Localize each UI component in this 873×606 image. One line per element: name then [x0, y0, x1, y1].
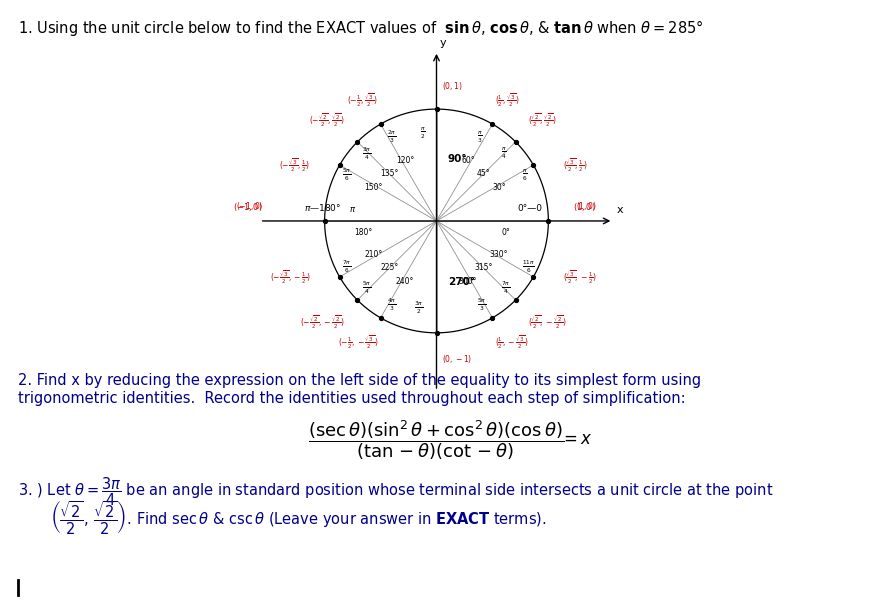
- Text: $(\frac{\sqrt{3}}{2},\frac{1}{2})$: $(\frac{\sqrt{3}}{2},\frac{1}{2})$: [563, 156, 588, 174]
- Text: $\dfrac{(\sec\theta)(\sin^2\theta + \cos^2\theta)(\cos\theta)}{(\tan-\theta)(\co: $\dfrac{(\sec\theta)(\sin^2\theta + \cos…: [308, 418, 564, 462]
- Text: $\frac{5\pi}{3}$: $\frac{5\pi}{3}$: [477, 297, 486, 313]
- Text: $(-1,0)$: $(-1,0)$: [233, 201, 263, 213]
- Text: $(\frac{1}{2},\frac{\sqrt{3}}{2})$: $(\frac{1}{2},\frac{\sqrt{3}}{2})$: [495, 91, 519, 109]
- Text: $\frac{7\pi}{6}$: $\frac{7\pi}{6}$: [342, 259, 352, 275]
- Text: $\pi$—180°: $\pi$—180°: [304, 202, 341, 213]
- Text: $(-1,0)$: $(-1,0)$: [236, 201, 263, 213]
- Text: 180°: 180°: [354, 228, 373, 237]
- Text: $(\frac{\sqrt{2}}{2},\frac{\sqrt{2}}{2})$: $(\frac{\sqrt{2}}{2},\frac{\sqrt{2}}{2})…: [528, 112, 558, 129]
- Text: 330°: 330°: [490, 250, 508, 259]
- Text: $\frac{\pi}{4}$: $\frac{\pi}{4}$: [501, 146, 507, 161]
- Text: 0°—0: 0°—0: [517, 204, 542, 213]
- Text: $\frac{\pi}{6}$: $\frac{\pi}{6}$: [521, 168, 527, 182]
- Text: 135°: 135°: [381, 170, 399, 179]
- Text: $\frac{\pi}{2}$: $\frac{\pi}{2}$: [420, 126, 425, 141]
- Text: 270°: 270°: [448, 278, 475, 287]
- Text: $(\frac{\sqrt{3}}{2},-\frac{1}{2})$: $(\frac{\sqrt{3}}{2},-\frac{1}{2})$: [563, 268, 597, 286]
- Text: $(-\frac{\sqrt{2}}{2},-\frac{\sqrt{2}}{2})$: $(-\frac{\sqrt{2}}{2},-\frac{\sqrt{2}}{2…: [299, 313, 345, 331]
- Text: 1. Using the unit circle below to find the EXACT values of  $\mathbf{sin}\,\thet: 1. Using the unit circle below to find t…: [18, 18, 704, 38]
- Text: trigonometric identities.  Record the identities used throughout each step of si: trigonometric identities. Record the ide…: [18, 391, 685, 406]
- Text: 90°: 90°: [448, 155, 467, 164]
- Text: $\frac{11\pi}{6}$: $\frac{11\pi}{6}$: [521, 259, 534, 275]
- Text: $(\frac{\sqrt{2}}{2},-\frac{\sqrt{2}}{2})$: $(\frac{\sqrt{2}}{2},-\frac{\sqrt{2}}{2}…: [528, 313, 567, 331]
- Text: 30°: 30°: [492, 183, 506, 192]
- Text: $\frac{3\pi}{2}$: $\frac{3\pi}{2}$: [414, 300, 423, 316]
- Text: $(-\frac{\sqrt{2}}{2},\frac{\sqrt{2}}{2})$: $(-\frac{\sqrt{2}}{2},\frac{\sqrt{2}}{2}…: [309, 112, 345, 129]
- Text: $(-\frac{\sqrt{3}}{2},-\frac{1}{2})$: $(-\frac{\sqrt{3}}{2},-\frac{1}{2})$: [270, 268, 310, 286]
- Text: 210°: 210°: [365, 250, 383, 259]
- Text: 150°: 150°: [365, 183, 383, 192]
- Text: $\frac{7\pi}{4}$: $\frac{7\pi}{4}$: [501, 280, 511, 296]
- Text: $(\frac{1}{2},-\frac{\sqrt{3}}{2})$: $(\frac{1}{2},-\frac{\sqrt{3}}{2})$: [495, 333, 529, 351]
- Text: 120°: 120°: [396, 156, 415, 165]
- Text: 240°: 240°: [396, 277, 415, 286]
- Text: 225°: 225°: [381, 264, 399, 273]
- Text: $\frac{5\pi}{6}$: $\frac{5\pi}{6}$: [342, 167, 352, 183]
- Text: 60°: 60°: [461, 156, 475, 165]
- Text: 3. ) Let $\theta = \dfrac{3\pi}{4}$ be an angle in standard position whose termi: 3. ) Let $\theta = \dfrac{3\pi}{4}$ be a…: [18, 475, 773, 508]
- Text: $(0,-1)$: $(0,-1)$: [442, 353, 472, 365]
- Text: $\frac{4\pi}{3}$: $\frac{4\pi}{3}$: [387, 297, 396, 313]
- Text: $\pi$: $\pi$: [349, 205, 356, 215]
- Text: $(-\frac{\sqrt{3}}{2},\frac{1}{2})$: $(-\frac{\sqrt{3}}{2},\frac{1}{2})$: [279, 156, 310, 174]
- Text: 0°: 0°: [501, 228, 510, 237]
- Text: 45°: 45°: [477, 170, 491, 179]
- Text: y: y: [440, 38, 446, 47]
- Text: x: x: [616, 205, 623, 215]
- Text: $(0,1)$: $(0,1)$: [442, 81, 463, 92]
- Text: $\frac{2\pi}{3}$: $\frac{2\pi}{3}$: [387, 129, 396, 145]
- Text: 2. Find x by reducing the expression on the left side of the equality to its sim: 2. Find x by reducing the expression on …: [18, 373, 701, 388]
- Text: $\left(\dfrac{\sqrt{2}}{2},\, \dfrac{\sqrt{2}}{2}\right)$. Find $\sec\theta$ & $: $\left(\dfrac{\sqrt{2}}{2},\, \dfrac{\sq…: [50, 500, 546, 538]
- Text: $(1,0)$: $(1,0)$: [573, 201, 595, 213]
- Text: $\frac{3\pi}{4}$: $\frac{3\pi}{4}$: [362, 145, 372, 162]
- Text: $\frac{5\pi}{4}$: $\frac{5\pi}{4}$: [362, 280, 372, 296]
- Text: $(-\frac{1}{2},\frac{\sqrt{3}}{2})$: $(-\frac{1}{2},\frac{\sqrt{3}}{2})$: [347, 91, 378, 109]
- Text: 315°: 315°: [474, 264, 492, 273]
- Text: $= x$: $= x$: [560, 430, 593, 448]
- Text: $(-\frac{1}{2},-\frac{\sqrt{3}}{2})$: $(-\frac{1}{2},-\frac{\sqrt{3}}{2})$: [338, 333, 378, 351]
- Text: $\frac{\pi}{3}$: $\frac{\pi}{3}$: [477, 130, 483, 145]
- Text: $(1,0)$: $(1,0)$: [576, 201, 597, 213]
- Text: 300°: 300°: [458, 277, 477, 286]
